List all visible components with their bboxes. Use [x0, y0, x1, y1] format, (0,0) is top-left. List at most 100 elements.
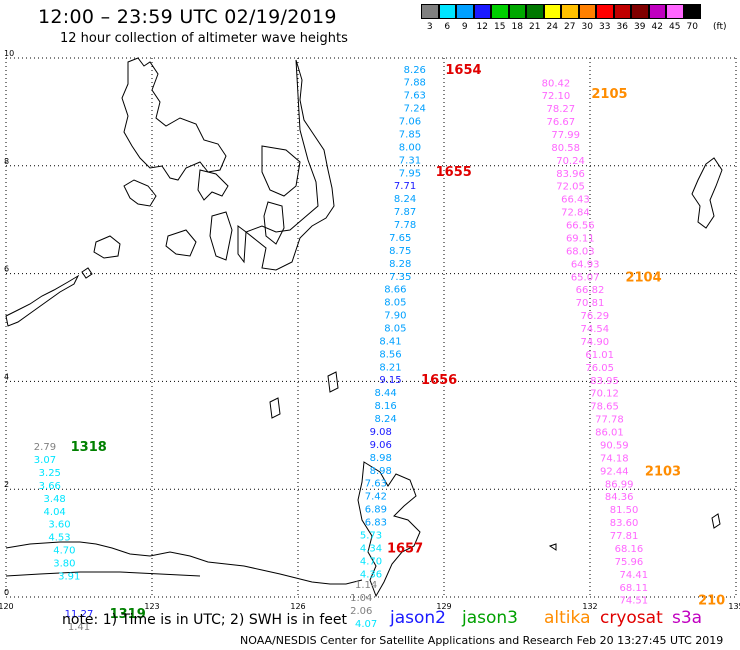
wave-height-point: 81.50: [610, 505, 639, 516]
wave-height-point: 1.14: [355, 580, 377, 591]
colorbar-cell: [491, 4, 509, 19]
wave-height-point: 3.60: [48, 520, 70, 531]
colorbar-label: 30: [581, 22, 593, 32]
luzon-coastline: [121, 57, 227, 181]
wave-height-point: 3.07: [34, 455, 56, 466]
wave-height-point: 4.53: [48, 533, 70, 544]
wave-height-point: 2.06: [350, 606, 372, 617]
y-tick-label: 6: [4, 265, 9, 274]
islet-coastline: [269, 397, 281, 419]
wave-height-point: 72.05: [556, 182, 585, 193]
wave-height-point: 8.21: [379, 362, 401, 373]
legend-entry: s3a: [672, 608, 703, 628]
wave-height-point: 72.10: [542, 91, 571, 102]
colorbar-cell: [508, 4, 526, 19]
wave-height-point: 66.82: [576, 285, 605, 296]
track-time-label: 2105: [591, 87, 627, 102]
wave-height-point: 8.05: [384, 298, 406, 309]
wave-height-point: 75.96: [615, 557, 644, 568]
wave-height-point: 78.65: [590, 402, 619, 413]
track-time-label: 1654: [445, 63, 481, 78]
wave-height-point: 8.24: [394, 194, 416, 205]
wave-height-point: 2.79: [34, 442, 56, 453]
colorbar-label: 27: [564, 22, 576, 32]
colorbar-unit: (ft): [713, 22, 727, 32]
wave-height-point: 8.75: [389, 246, 411, 257]
wave-height-point: 4.70: [360, 556, 382, 567]
wave-height-point: 78.27: [546, 104, 575, 115]
wave-height-point: 70.12: [590, 389, 619, 400]
colorbar-label: 42: [651, 22, 663, 32]
islet-coastline: [327, 371, 339, 393]
wave-height-point: 7.87: [394, 207, 416, 218]
wave-height-point: 8.16: [374, 401, 396, 412]
sulawesi-coastline: [357, 461, 421, 598]
colorbar-cell: [473, 4, 491, 19]
colorbar-label: 9: [461, 22, 468, 32]
wave-height-point: 7.71: [394, 181, 416, 192]
wave-height-point: 9.15: [379, 375, 401, 386]
wave-height-point: 76.29: [581, 311, 610, 322]
page-subtitle: 12 hour collection of altimeter wave hei…: [60, 31, 348, 46]
y-tick-label: 10: [4, 49, 14, 58]
wave-height-point: 7.35: [389, 272, 411, 283]
wave-height-point: 7.63: [404, 91, 426, 102]
wave-height-point: 8.41: [379, 336, 401, 347]
wave-height-point: 90.59: [600, 440, 629, 451]
palawan-coastline: [5, 274, 80, 327]
track-time-label: 1656: [421, 373, 457, 388]
x-tick-label: 120: [0, 602, 14, 611]
legend-entry: jason3: [462, 608, 518, 628]
islet-coastline: [81, 267, 93, 279]
colorbar-label: 3: [426, 22, 433, 32]
colorbar-cell: [683, 4, 701, 19]
wave-height-point: 3.25: [39, 468, 61, 479]
wave-height-point: 7.06: [399, 117, 421, 128]
wave-height-point: 61.01: [585, 350, 614, 361]
wave-height-point: 4.36: [360, 569, 382, 580]
track-time-label: 1319: [110, 607, 146, 622]
colorbar-label: 18: [511, 22, 523, 32]
luzon-south-coastline: [197, 169, 229, 201]
wave-height-point: 3.91: [58, 571, 80, 582]
y-tick-label: 0: [4, 588, 9, 597]
wave-height-point: 3.66: [39, 481, 61, 492]
satellite-tracks: 8.26 7.88 7.63 7.24 7.067.85 8.00 7.31 1654 7.95…: [34, 63, 725, 633]
wave-height-point: 5.73: [360, 530, 382, 541]
track-time-label: 2103: [645, 464, 681, 479]
samar-coastline: [261, 145, 301, 197]
wave-height-point: 77.78: [595, 415, 624, 426]
wave-height-point: 7.63: [365, 479, 387, 490]
wave-height-point: 77.81: [610, 531, 639, 542]
islet-coastline: [711, 513, 721, 529]
colorbar-cell: [438, 4, 456, 19]
wave-height-point: 69.11: [566, 233, 595, 244]
wave-height-point: 70.81: [576, 298, 605, 309]
wave-height-point: 74.54: [581, 324, 610, 335]
legend-entry: jason2: [390, 608, 446, 628]
wave-height-point: 77.99: [551, 130, 580, 141]
colorbar-label: 36: [616, 22, 628, 32]
wave-height-point: 64.93: [571, 259, 600, 270]
footnote: note: 1) Time is in UTC; 2) SWH is in fe…: [62, 612, 348, 628]
wave-height-point: 3.48: [44, 494, 66, 505]
wave-height-point: 8.05: [384, 324, 406, 335]
colorbar-label: 70: [686, 22, 698, 32]
wave-height-point: 4.04: [44, 507, 66, 518]
wave-height-point: 68.16: [615, 544, 644, 555]
wave-height-point: 68.11: [619, 583, 648, 594]
y-tick-label: 4: [4, 372, 9, 381]
track-time-label: 1318: [71, 440, 107, 455]
wave-height-point: 74.51: [619, 596, 648, 607]
wave-height-point: 6.89: [365, 505, 387, 516]
wave-height-point: 4.70: [53, 546, 75, 557]
wave-height-point: 76.67: [546, 117, 575, 128]
wave-height-point: 7.90: [384, 311, 406, 322]
x-tick-label: 129: [436, 602, 451, 611]
wave-height-point: 8.00: [399, 142, 421, 153]
x-tick-label: 135: [728, 602, 740, 611]
wave-height-point: 7.95: [399, 168, 421, 179]
colorbar-label: 33: [599, 22, 611, 32]
wave-height-point: 84.36: [605, 492, 634, 503]
